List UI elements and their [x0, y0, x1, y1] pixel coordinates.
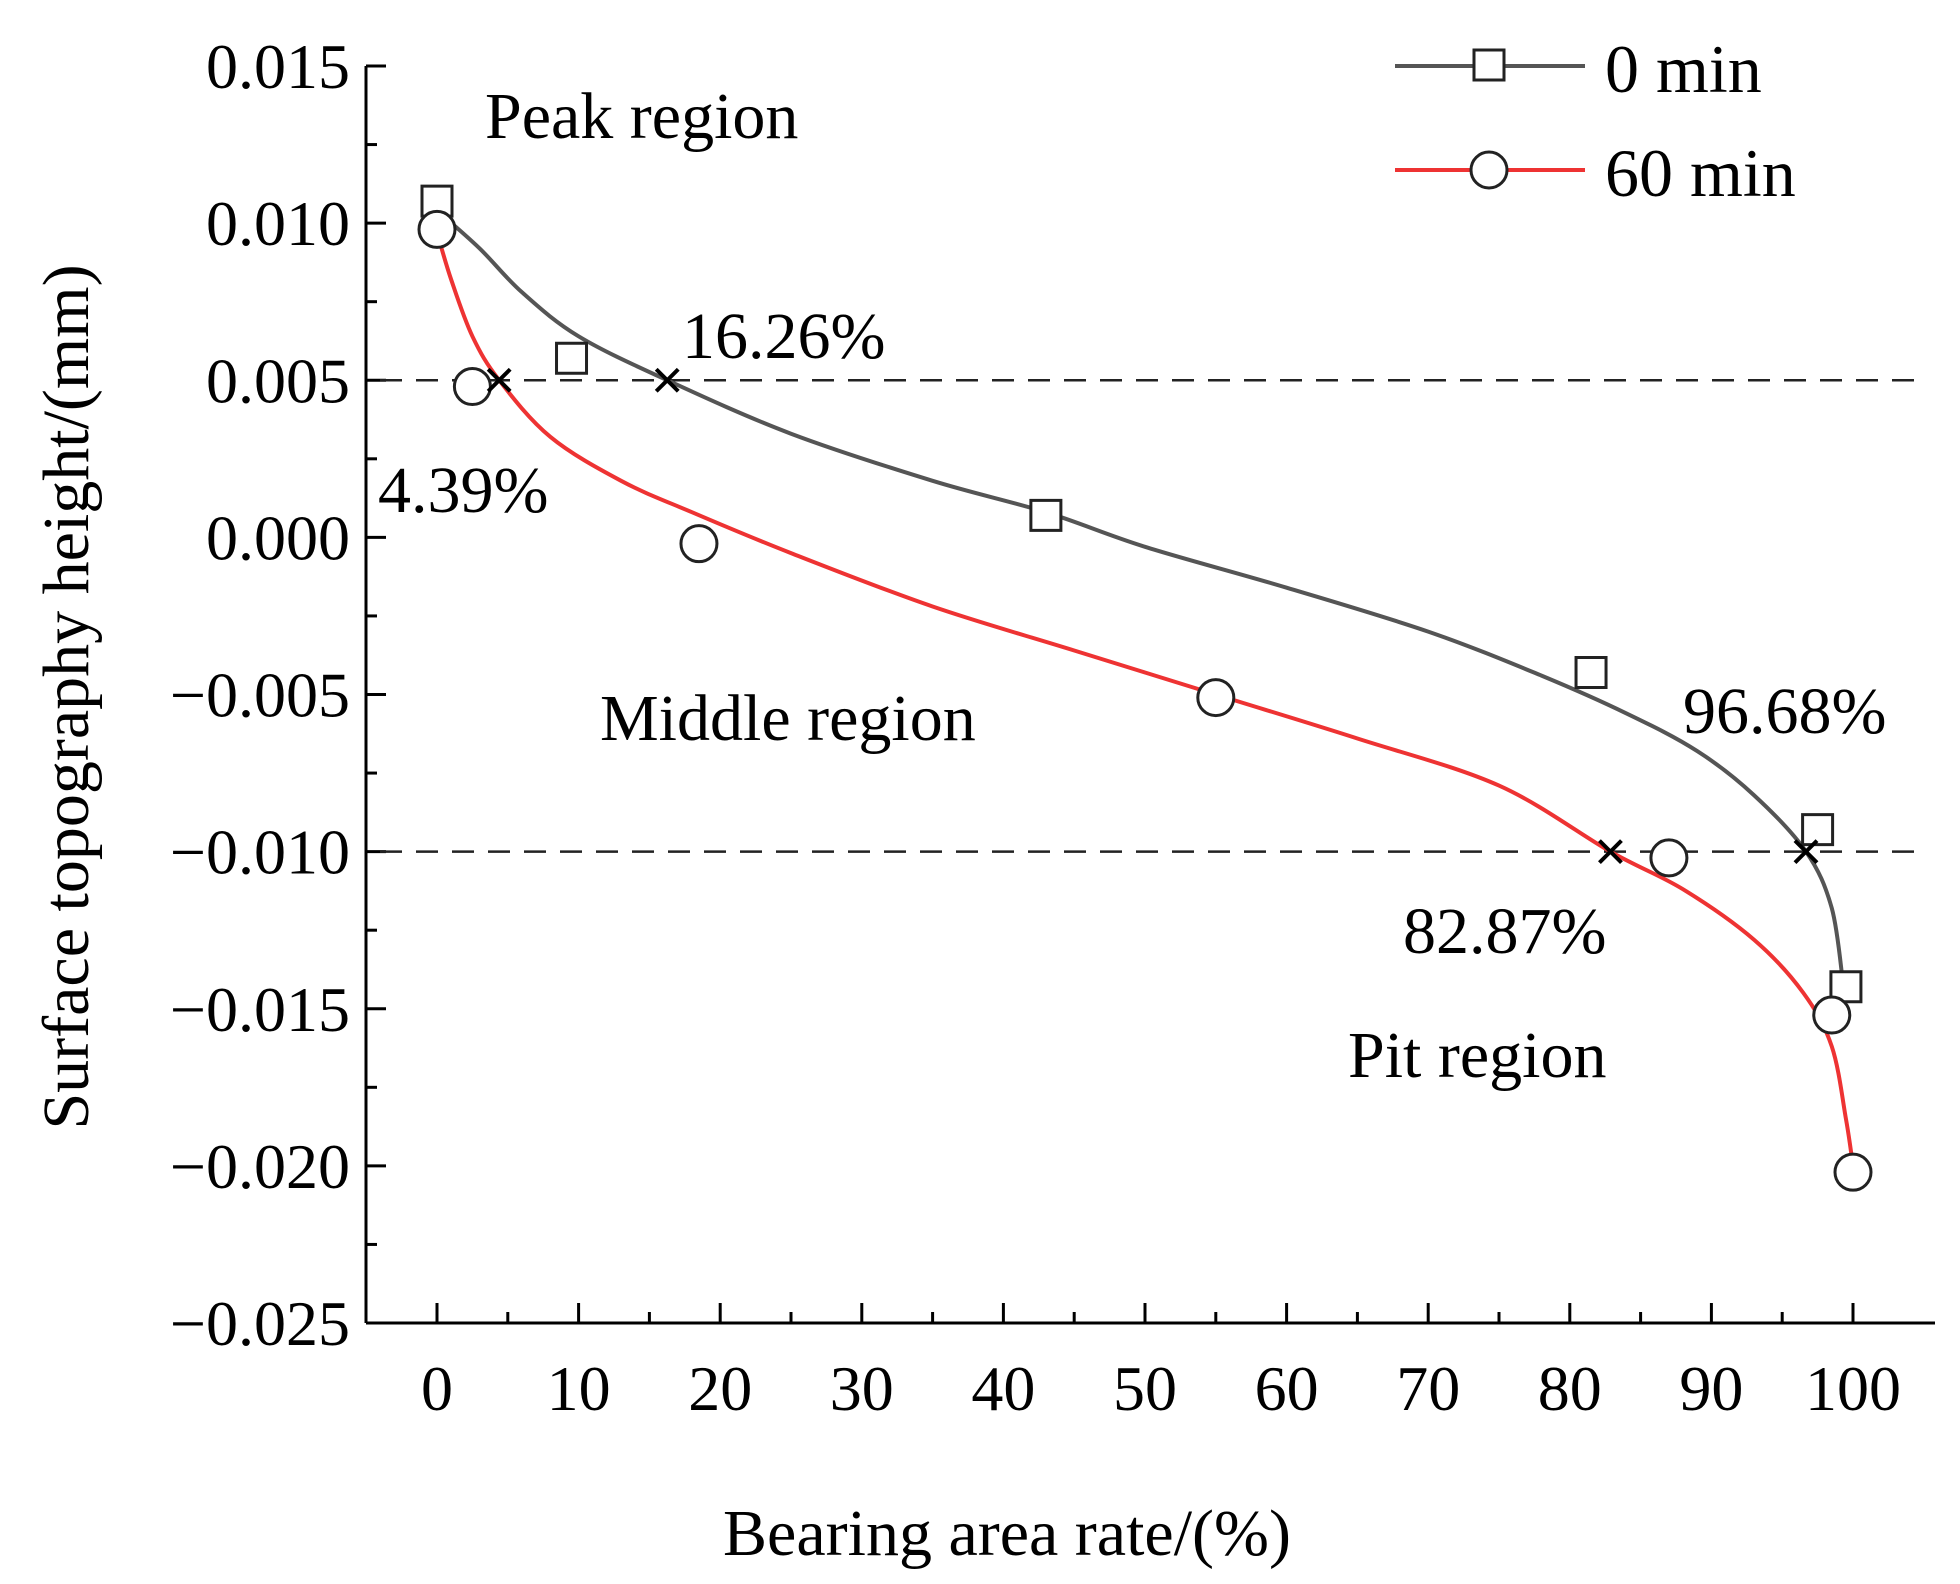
x-tick-label: 50: [1113, 1353, 1177, 1424]
x-tick-label: 100: [1805, 1353, 1901, 1424]
data-point-60-min: [1812, 995, 1852, 1035]
x-tick-label: 20: [688, 1353, 752, 1424]
cross-stroke: [1598, 839, 1623, 865]
data-point-60-min: [1649, 838, 1689, 878]
legend-label-60min: 60 min: [1605, 135, 1796, 211]
y-tick-label: 0.000: [206, 502, 350, 573]
series-curves: [435, 209, 1855, 1167]
annotation-82-87: 82.87%: [1403, 895, 1606, 968]
data-point-60-min: [417, 209, 457, 249]
y-tick-label: −0.020: [170, 1131, 350, 1202]
y-tick-label: −0.015: [170, 974, 350, 1045]
intersection-mark: [654, 367, 680, 393]
annotation-96-68: 96.68%: [1683, 675, 1886, 748]
legend-marker-circle: [1469, 150, 1509, 190]
x-tick-label: 70: [1396, 1353, 1460, 1424]
data-point-60-min: [1196, 678, 1236, 718]
peak-region-label: Peak region: [485, 80, 798, 153]
intersection-mark: [486, 367, 512, 393]
x-tick-label: 40: [971, 1353, 1035, 1424]
cross-stroke: [654, 367, 680, 393]
series-line-0-min: [435, 209, 1846, 984]
data-point-60-min: [679, 524, 719, 564]
data-point-60-min: [1833, 1152, 1873, 1192]
x-axis-title: Bearing area rate/(%): [723, 1497, 1291, 1570]
cross-stroke: [1793, 839, 1819, 865]
pit-region-label: Pit region: [1348, 1019, 1607, 1092]
x-tick-label: 0: [421, 1353, 453, 1424]
data-point-60-min: [452, 367, 492, 407]
series-line-60-min: [435, 232, 1855, 1167]
axes: 0.015 0.010 0.005 0.000 −0.005 −0.010 −0.015 −0…: [170, 31, 1935, 1424]
y-axis-title: Surface topography height/(mm): [30, 264, 103, 1129]
legend-marker-square: [1472, 48, 1506, 82]
cross-stroke: [486, 367, 512, 393]
y-tick-label: 0.010: [206, 188, 350, 259]
y-tick-label: 0.005: [206, 345, 350, 416]
x-tick-label: 30: [830, 1353, 894, 1424]
reference-lines: [380, 379, 1921, 853]
intersection-marks: [486, 367, 1819, 865]
data-point-0-min: [555, 341, 589, 375]
x-tick-label: 90: [1679, 1353, 1743, 1424]
annotation-16-26: 16.26%: [682, 300, 885, 373]
annotation-labels: Peak region Middle region Pit region 4.3…: [378, 80, 1886, 1092]
series-markers: [417, 184, 1873, 1192]
data-point-0-min: [1574, 656, 1608, 690]
x-tick-label: 80: [1538, 1353, 1602, 1424]
y-tick-label: −0.010: [170, 817, 350, 888]
legend: 0 min 60 min: [1395, 31, 1796, 211]
legend-label-0min: 0 min: [1605, 31, 1762, 107]
y-tick-label: 0.015: [206, 31, 350, 102]
intersection-mark: [1598, 839, 1623, 865]
x-tick-label: 60: [1255, 1353, 1319, 1424]
x-tick-label: 10: [547, 1353, 611, 1424]
data-point-0-min: [1801, 813, 1835, 847]
y-tick-label: −0.025: [170, 1288, 350, 1359]
data-point-0-min: [1029, 498, 1063, 532]
middle-region-label: Middle region: [600, 682, 976, 755]
y-tick-label: −0.005: [170, 660, 350, 731]
annotation-4-39: 4.39%: [378, 454, 548, 527]
intersection-mark: [1793, 839, 1819, 865]
